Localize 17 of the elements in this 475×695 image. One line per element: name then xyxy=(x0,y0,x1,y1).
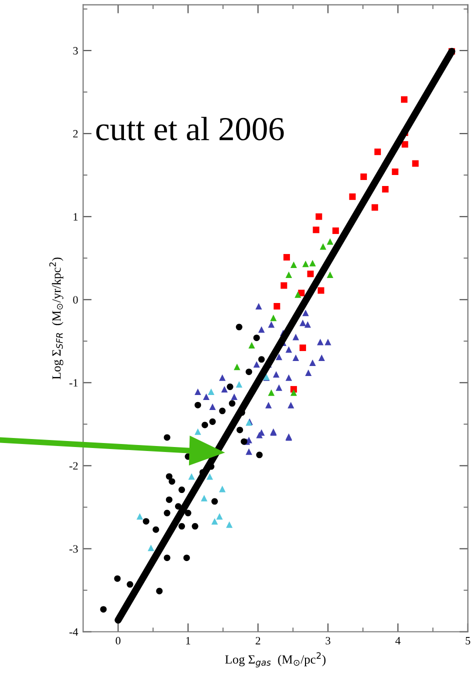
x-axis-title: Log Σ$_{gas}$ (M$_{⊙}$/pc$^{2}$) xyxy=(225,652,326,668)
y-tick-label: -3 xyxy=(69,545,78,553)
annotation: cutt et al 2006 xyxy=(96,116,284,140)
x-tick-label: 3 xyxy=(326,636,330,644)
x-tick-label: 4 xyxy=(395,637,401,644)
y-tick-label: -4 xyxy=(69,628,78,636)
x-tick-label: 1 xyxy=(186,636,190,644)
y-tick-label: 2 xyxy=(73,130,78,138)
x-tick-label: 5 xyxy=(466,637,470,644)
y-tick-label: 3 xyxy=(73,47,78,54)
x-tick-label: 0 xyxy=(116,636,120,644)
y-tick-label: 0 xyxy=(73,296,78,304)
y-tick-label: -2 xyxy=(69,462,78,470)
y-axis-title: Log Σ$_{SFR}$ (M$_{⊙}$/yr/kpc$^{2}$) xyxy=(49,258,64,380)
y-tick-label: -1 xyxy=(69,379,78,387)
x-tick-label: 2 xyxy=(256,636,260,644)
y-tick-label: 1 xyxy=(74,213,78,220)
